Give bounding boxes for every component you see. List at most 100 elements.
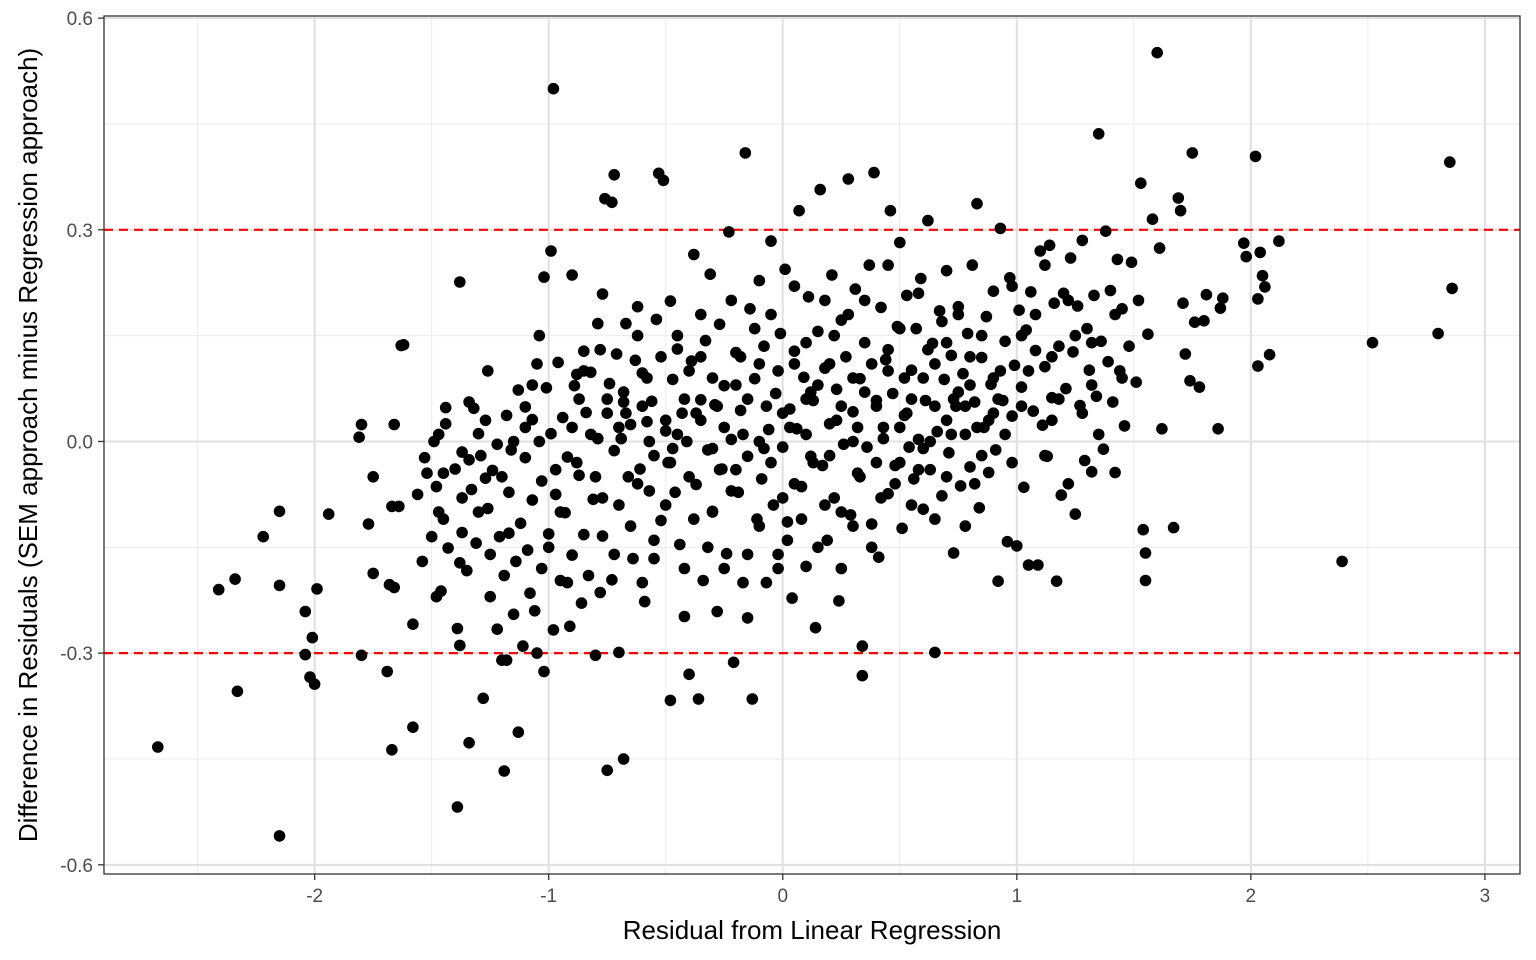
data-point <box>835 400 848 413</box>
data-point <box>1167 521 1180 534</box>
data-point <box>659 499 672 511</box>
data-point <box>451 801 464 813</box>
data-point <box>578 345 590 358</box>
data-point <box>1123 340 1135 353</box>
data-point <box>929 646 941 659</box>
data-point <box>994 365 1007 377</box>
data-point <box>552 356 564 369</box>
data-point <box>671 428 684 441</box>
data-point <box>1055 489 1068 501</box>
data-point <box>929 513 941 525</box>
data-point <box>479 472 492 485</box>
data-point <box>894 456 906 469</box>
data-point <box>678 393 691 405</box>
data-point <box>741 548 754 561</box>
data-point <box>905 364 918 377</box>
data-point <box>613 646 625 659</box>
data-point <box>922 343 934 356</box>
data-point <box>1336 555 1348 568</box>
data-point <box>381 665 394 678</box>
data-point <box>760 400 773 413</box>
data-point <box>884 204 897 217</box>
data-point <box>1252 360 1264 372</box>
data-point <box>1036 419 1049 432</box>
data-point <box>1186 147 1199 159</box>
data-point <box>582 569 595 582</box>
y-tick-label: 0.0 <box>67 432 93 453</box>
data-point <box>793 204 805 217</box>
data-point <box>840 351 852 363</box>
data-point <box>1025 286 1037 298</box>
data-point <box>397 339 410 351</box>
data-point <box>954 480 967 492</box>
data-point <box>454 276 466 288</box>
data-point <box>760 576 773 589</box>
data-point <box>561 576 574 589</box>
data-point <box>1039 449 1051 462</box>
data-point <box>746 693 759 705</box>
data-point <box>554 506 567 518</box>
data-point <box>784 421 796 434</box>
data-point <box>992 393 1004 405</box>
data-point <box>393 500 405 513</box>
data-point <box>945 428 958 441</box>
data-point <box>578 528 590 541</box>
data-point <box>451 622 464 635</box>
data-point <box>152 741 164 753</box>
data-point <box>690 407 702 420</box>
data-point <box>1064 252 1077 264</box>
data-point <box>1254 246 1266 259</box>
data-point <box>945 349 958 362</box>
data-point <box>1432 327 1444 340</box>
data-point <box>519 421 532 434</box>
data-point <box>585 428 597 441</box>
data-point <box>877 432 890 445</box>
data-point <box>1085 466 1098 478</box>
data-point <box>882 365 894 377</box>
data-point <box>1053 393 1065 405</box>
data-point <box>943 447 955 459</box>
data-point <box>454 639 466 652</box>
data-point <box>1214 302 1227 314</box>
data-point <box>468 402 480 415</box>
data-point <box>439 418 452 430</box>
data-point <box>589 649 602 662</box>
data-point <box>964 461 976 473</box>
data-point <box>980 310 993 323</box>
data-point <box>1116 372 1128 384</box>
data-point <box>741 393 754 405</box>
data-point <box>975 351 988 364</box>
data-point <box>828 329 840 342</box>
data-point <box>524 587 536 599</box>
data-point <box>603 377 616 390</box>
data-point <box>491 438 504 451</box>
data-point <box>1029 308 1042 321</box>
y-axis-title: Difference in Residuals (SEM approach mi… <box>13 48 43 842</box>
data-point <box>734 351 747 363</box>
data-point <box>388 581 401 594</box>
data-point <box>500 409 513 422</box>
data-point <box>889 478 901 490</box>
reference-lines <box>104 228 1520 655</box>
data-point <box>847 435 859 448</box>
data-point <box>814 183 826 196</box>
data-point <box>692 693 705 705</box>
x-axis-title: Residual from Linear Regression <box>623 915 1002 945</box>
data-point <box>517 640 529 652</box>
data-point <box>510 555 522 568</box>
data-point <box>947 547 960 559</box>
data-point <box>1006 280 1018 293</box>
data-point <box>968 396 981 408</box>
data-point <box>882 259 894 271</box>
data-point <box>912 463 925 476</box>
data-point <box>772 548 784 561</box>
data-point <box>540 382 553 394</box>
data-point <box>1130 376 1142 389</box>
data-point <box>725 433 738 446</box>
data-point <box>929 358 941 370</box>
data-point <box>776 492 789 504</box>
data-point <box>1177 297 1189 310</box>
data-point <box>1200 288 1213 301</box>
data-point <box>973 502 986 514</box>
